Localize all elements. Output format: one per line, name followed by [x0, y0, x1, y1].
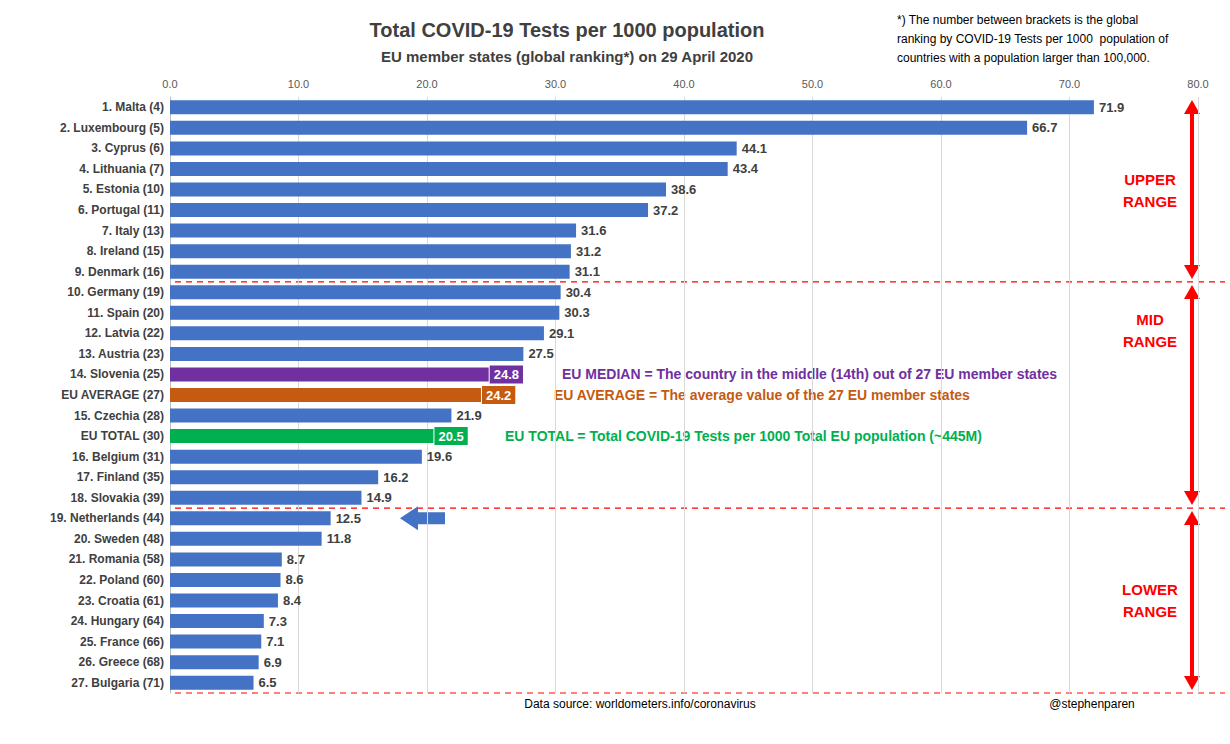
svg-text:29.1: 29.1 [549, 326, 574, 341]
svg-text:6.9: 6.9 [264, 655, 282, 670]
svg-text:ranking by COVID-19 Tests per: ranking by COVID-19 Tests per 1000 popul… [897, 32, 1169, 46]
svg-text:31.1: 31.1 [575, 264, 600, 279]
svg-text:20. Sweden (48): 20. Sweden (48) [74, 532, 164, 546]
svg-text:RANGE: RANGE [1123, 333, 1177, 350]
svg-text:13. Austria (23): 13. Austria (23) [78, 347, 164, 361]
svg-text:43.4: 43.4 [733, 161, 759, 176]
svg-text:20.5: 20.5 [438, 429, 463, 444]
svg-text:8.6: 8.6 [286, 572, 304, 587]
svg-text:Total COVID-19 Tests per 1000: Total COVID-19 Tests per 1000 population [370, 19, 765, 41]
svg-text:EU TOTAL (30): EU TOTAL (30) [81, 429, 164, 443]
svg-text:EU member states (global ranki: EU member states (global ranking*) on 29… [381, 48, 753, 65]
svg-text:24.8: 24.8 [494, 367, 519, 382]
svg-text:@stephenparen: @stephenparen [1049, 697, 1135, 711]
svg-text:7.1: 7.1 [266, 634, 284, 649]
svg-text:37.2: 37.2 [653, 203, 678, 218]
svg-text:8.4: 8.4 [283, 593, 302, 608]
svg-text:4. Lithuania (7): 4. Lithuania (7) [79, 162, 164, 176]
svg-text:14. Slovenia (25): 14. Slovenia (25) [70, 367, 164, 381]
svg-text:7.3: 7.3 [269, 614, 287, 629]
svg-text:2. Luxembourg (5): 2. Luxembourg (5) [60, 121, 164, 135]
svg-text:7. Italy (13): 7. Italy (13) [102, 224, 164, 238]
svg-text:EU AVERAGE = The average value: EU AVERAGE = The average value of the 27… [554, 387, 970, 403]
svg-text:UPPER: UPPER [1124, 171, 1176, 188]
svg-text:16. Belgium (31): 16. Belgium (31) [72, 450, 164, 464]
svg-text:8.7: 8.7 [287, 552, 305, 567]
svg-text:3. Cyprus (6): 3. Cyprus (6) [91, 141, 164, 155]
svg-text:24. Hungary (64): 24. Hungary (64) [71, 614, 164, 628]
svg-text:16.2: 16.2 [383, 470, 408, 485]
svg-text:6. Portugal (11): 6. Portugal (11) [78, 203, 164, 217]
svg-text:6.5: 6.5 [259, 675, 277, 690]
svg-text:countries with a population la: countries with a population larger than … [897, 51, 1150, 65]
svg-text:11.8: 11.8 [327, 531, 352, 546]
svg-text:14.9: 14.9 [366, 490, 391, 505]
svg-text:25. France (66): 25. France (66) [80, 635, 164, 649]
svg-text:9. Denmark (16): 9. Denmark (16) [75, 265, 164, 279]
svg-text:10.0: 10.0 [288, 78, 309, 90]
svg-text:70.0: 70.0 [1059, 78, 1080, 90]
svg-text:11. Spain (20): 11. Spain (20) [87, 306, 164, 320]
svg-text:31.2: 31.2 [576, 244, 601, 259]
svg-text:27. Bulgaria (71): 27. Bulgaria (71) [71, 676, 164, 690]
svg-text:50.0: 50.0 [802, 78, 823, 90]
svg-text:27.5: 27.5 [528, 346, 553, 361]
svg-text:30.3: 30.3 [564, 305, 589, 320]
svg-text:18. Slovakia (39): 18. Slovakia (39) [71, 491, 164, 505]
svg-text:MID: MID [1136, 311, 1164, 328]
svg-text:RANGE: RANGE [1123, 193, 1177, 210]
svg-text:44.1: 44.1 [742, 141, 767, 156]
svg-text:0.0: 0.0 [162, 78, 177, 90]
svg-text:22. Poland (60): 22. Poland (60) [79, 573, 164, 587]
svg-text:21. Romania (58): 21. Romania (58) [69, 552, 164, 566]
svg-text:30.4: 30.4 [566, 285, 592, 300]
svg-text:19. Netherlands (44): 19. Netherlands (44) [50, 511, 164, 525]
svg-text:12. Latvia (22): 12. Latvia (22) [85, 326, 164, 340]
svg-text:EU MEDIAN = The country in the: EU MEDIAN = The country in the middle (1… [562, 366, 1057, 382]
svg-text:12.5: 12.5 [336, 511, 361, 526]
svg-text:5. Estonia (10): 5. Estonia (10) [83, 182, 164, 196]
svg-text:30.0: 30.0 [545, 78, 566, 90]
svg-text:*) The number between brackets: *) The number between brackets is the gl… [897, 13, 1138, 27]
svg-text:EU TOTAL = Total COVID-19 Test: EU TOTAL = Total COVID-19 Tests per 1000… [505, 428, 982, 444]
svg-text:RANGE: RANGE [1123, 603, 1177, 620]
svg-text:40.0: 40.0 [673, 78, 694, 90]
svg-text:80.0: 80.0 [1187, 78, 1208, 90]
svg-text:Data source: worldometers.info: Data source: worldometers.info/coronavir… [524, 697, 755, 711]
svg-text:26. Greece (68): 26. Greece (68) [79, 655, 164, 669]
svg-text:60.0: 60.0 [930, 78, 951, 90]
svg-text:10. Germany (19): 10. Germany (19) [67, 285, 164, 299]
svg-text:66.7: 66.7 [1032, 120, 1057, 135]
svg-text:8. Ireland (15): 8. Ireland (15) [87, 244, 164, 258]
svg-text:19.6: 19.6 [427, 449, 452, 464]
svg-text:23. Croatia (61): 23. Croatia (61) [78, 594, 164, 608]
svg-text:31.6: 31.6 [581, 223, 606, 238]
svg-text:LOWER: LOWER [1122, 581, 1178, 598]
svg-text:20.0: 20.0 [416, 78, 437, 90]
svg-text:38.6: 38.6 [671, 182, 696, 197]
svg-text:17. Finland (35): 17. Finland (35) [77, 470, 164, 484]
svg-text:71.9: 71.9 [1099, 100, 1124, 115]
svg-text:EU AVERAGE (27): EU AVERAGE (27) [61, 388, 164, 402]
svg-text:24.2: 24.2 [486, 388, 511, 403]
svg-text:21.9: 21.9 [456, 408, 481, 423]
svg-text:15. Czechia (28): 15. Czechia (28) [74, 409, 164, 423]
svg-text:1. Malta (4): 1. Malta (4) [102, 100, 164, 114]
